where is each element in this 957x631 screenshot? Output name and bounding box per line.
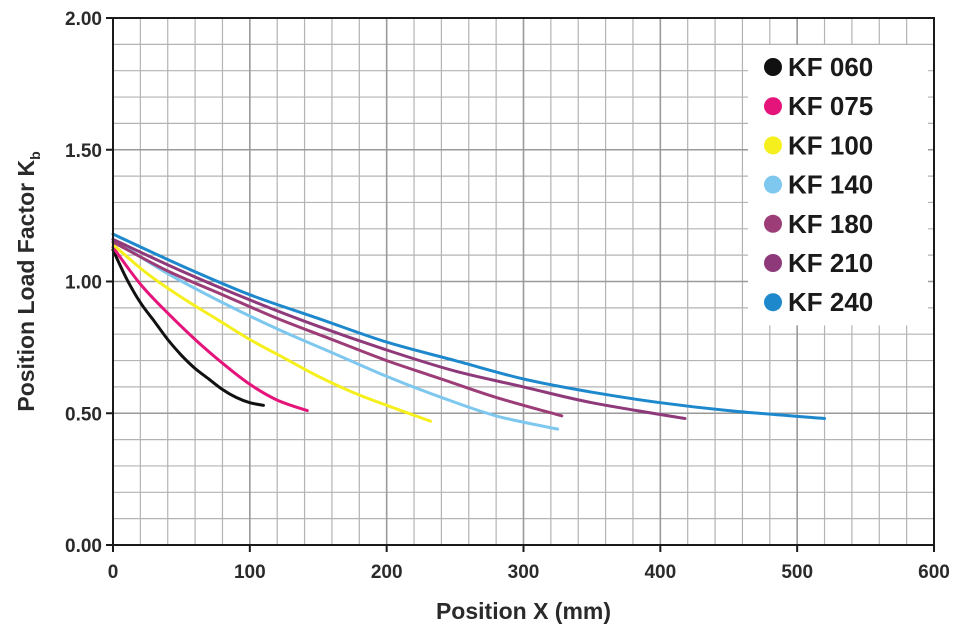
legend-marker-kf-140 (764, 175, 782, 194)
x-axis-title: Position X (mm) (436, 598, 611, 624)
legend-label-kf-060: KF 060 (788, 52, 873, 82)
y-tick-label: 2.00 (65, 9, 102, 30)
series-line-kf-060 (111, 248, 265, 407)
legend-marker-kf-060 (764, 58, 782, 76)
y-axis-title-subscript: b (27, 151, 43, 160)
x-tick-label: 300 (508, 562, 540, 583)
series-line-kf-180 (111, 240, 564, 418)
legend-label-kf-075: KF 075 (788, 91, 873, 121)
legend-label-kf-210: KF 210 (788, 248, 873, 278)
x-tick-label: 500 (781, 562, 813, 583)
legend-marker-kf-100 (764, 136, 782, 155)
y-axis-ticks: 0.00 0.50 1.00 1.50 2.00 (65, 9, 113, 557)
x-tick-label: 100 (234, 562, 266, 583)
legend-label-kf-100: KF 100 (788, 130, 873, 160)
x-tick-label: 400 (644, 562, 676, 583)
legend-label-kf-140: KF 140 (788, 170, 873, 200)
y-axis-title: Position Load Factor Kb (13, 151, 43, 411)
y-tick-label: 1.00 (65, 273, 102, 294)
y-tick-label: 0.50 (65, 404, 102, 425)
legend-label-kf-240: KF 240 (788, 287, 873, 317)
series-line-kf-075 (111, 245, 309, 413)
x-tick-label: 200 (371, 562, 403, 583)
legend-marker-kf-075 (764, 97, 782, 116)
x-tick-label: 600 (918, 562, 950, 583)
x-axis-ticks: 0 100 200 300 400 500 600 (108, 545, 950, 583)
legend-label-kf-180: KF 180 (788, 209, 873, 239)
y-axis-title-main: Position Load Factor K (13, 160, 39, 412)
legend-marker-kf-240 (764, 293, 782, 312)
series-line-kf-100 (111, 243, 432, 423)
y-tick-label: 1.50 (65, 141, 102, 162)
legend-marker-kf-180 (764, 214, 782, 233)
series-line-kf-240 (111, 232, 826, 420)
legend: KF 060 KF 075 KF 100 KF 140 KF 180 KF 210 KF 2… (748, 45, 928, 326)
legend-marker-kf-210 (764, 254, 782, 272)
y-tick-label: 0.00 (65, 536, 102, 557)
series-line-kf-210 (111, 237, 687, 420)
x-tick-label: 0 (108, 562, 119, 583)
series-lines (111, 232, 826, 431)
series-line-kf-140 (111, 237, 560, 431)
